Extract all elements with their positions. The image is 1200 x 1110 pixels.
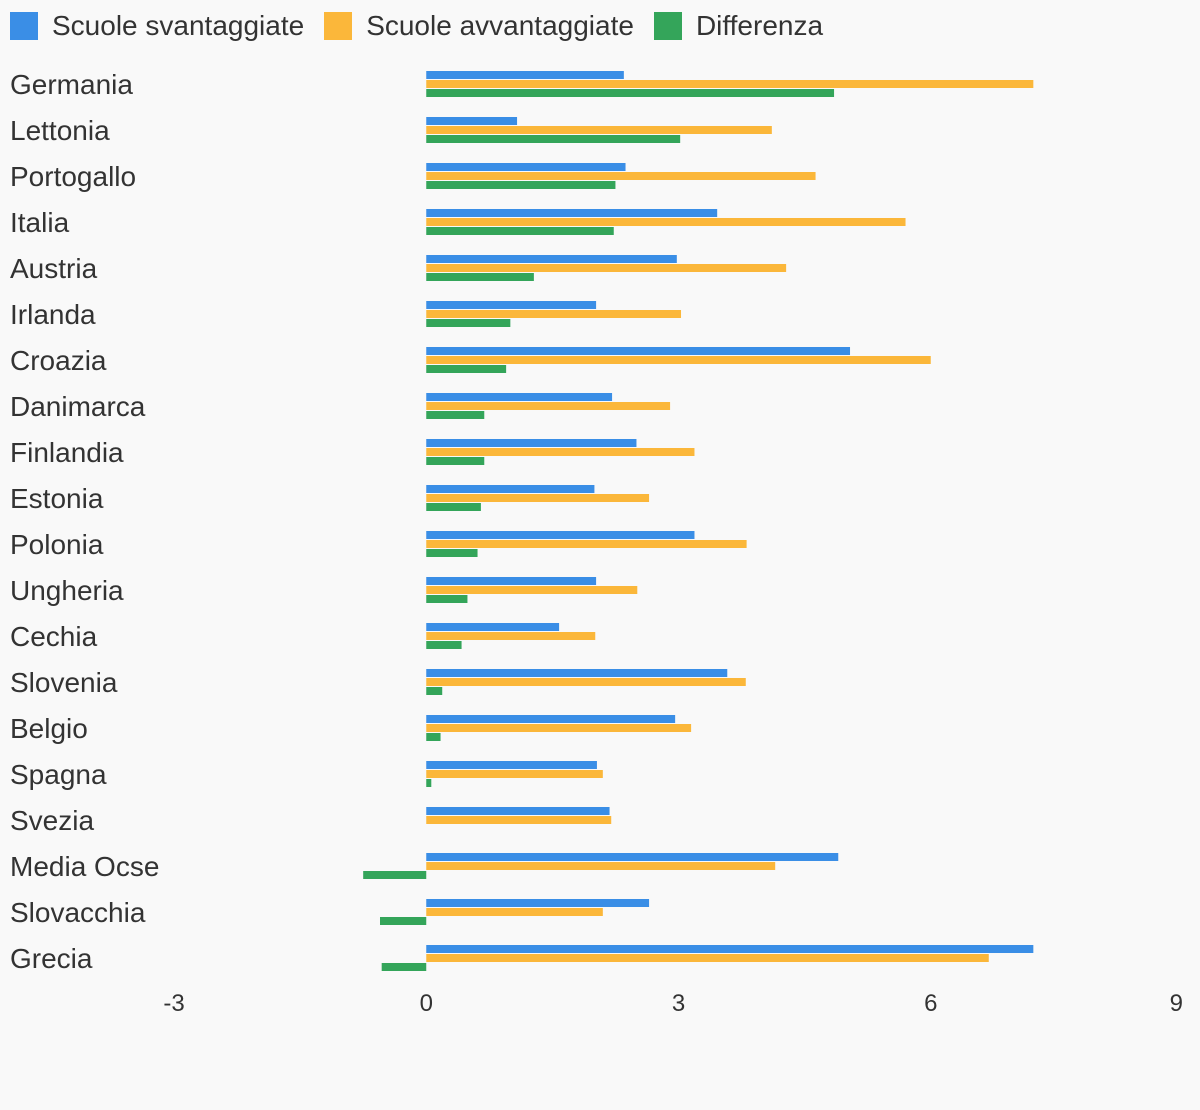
category-label-belgio: Belgio: [10, 713, 88, 744]
category-label-croazia: Croazia: [10, 345, 107, 376]
bar-scuole-avvantaggiate-grecia[interactable]: [426, 954, 989, 962]
bar-scuole-avvantaggiate-svezia[interactable]: [426, 816, 612, 824]
bar-differenza-finlandia[interactable]: [426, 457, 485, 465]
legend-item-differenza[interactable]: Differenza: [653, 8, 824, 44]
legend-label-scuole-svantaggiate: Scuole svantaggiate: [52, 10, 305, 41]
x-tick-label: 3: [672, 990, 685, 1017]
legend-label-scuole-avvantaggiate: Scuole avvantaggiate: [366, 10, 634, 41]
bar-scuole-svantaggiate-grecia[interactable]: [426, 945, 1034, 953]
category-label-irlanda: Irlanda: [10, 299, 96, 330]
legend-label-differenza: Differenza: [695, 10, 824, 41]
bar-scuole-avvantaggiate-portogallo[interactable]: [426, 172, 816, 180]
bar-scuole-svantaggiate-ungheria[interactable]: [426, 577, 597, 585]
category-label-austria: Austria: [10, 253, 98, 284]
category-label-italia: Italia: [10, 207, 70, 238]
bar-differenza-spagna[interactable]: [426, 779, 432, 787]
bar-scuole-svantaggiate-media-ocse[interactable]: [426, 853, 839, 861]
bar-differenza-germania[interactable]: [426, 89, 835, 97]
legend-item-scuole-avvantaggiate[interactable]: Scuole avvantaggiate: [324, 8, 634, 44]
bar-scuole-svantaggiate-spagna[interactable]: [426, 761, 597, 769]
category-label-media-ocse: Media Ocse: [10, 851, 159, 882]
bar-differenza-slovenia[interactable]: [426, 687, 443, 695]
bar-scuole-svantaggiate-lettonia[interactable]: [426, 117, 518, 125]
x-tick-label: -3: [163, 990, 184, 1017]
x-tick-label: 0: [420, 990, 433, 1017]
bar-scuole-avvantaggiate-estonia[interactable]: [426, 494, 650, 502]
bar-differenza-ungheria[interactable]: [426, 595, 468, 603]
bar-differenza-austria[interactable]: [426, 273, 534, 281]
bar-differenza-estonia[interactable]: [426, 503, 481, 511]
legend-swatch-scuole-svantaggiate: [10, 12, 38, 40]
category-label-slovacchia: Slovacchia: [10, 897, 146, 928]
category-label-lettonia: Lettonia: [10, 115, 110, 146]
bar-differenza-media-ocse[interactable]: [363, 871, 427, 879]
bar-differenza-belgio[interactable]: [426, 733, 441, 741]
bar-scuole-avvantaggiate-slovenia[interactable]: [426, 678, 746, 686]
category-label-grecia: Grecia: [10, 943, 93, 974]
bar-scuole-avvantaggiate-lettonia[interactable]: [426, 126, 772, 134]
category-label-danimarca: Danimarca: [10, 391, 146, 422]
bar-differenza-lettonia[interactable]: [426, 135, 681, 143]
bar-scuole-svantaggiate-slovacchia[interactable]: [426, 899, 650, 907]
bar-scuole-avvantaggiate-media-ocse[interactable]: [426, 862, 776, 870]
bar-scuole-svantaggiate-danimarca[interactable]: [426, 393, 613, 401]
bar-differenza-polonia[interactable]: [426, 549, 478, 557]
bar-scuole-avvantaggiate-danimarca[interactable]: [426, 402, 671, 410]
bar-scuole-svantaggiate-croazia[interactable]: [426, 347, 851, 355]
bar-scuole-svantaggiate-finlandia[interactable]: [426, 439, 637, 447]
category-label-germania: Germania: [10, 69, 133, 100]
legend-swatch-differenza: [653, 12, 682, 40]
x-tick-label: 9: [1170, 990, 1183, 1017]
bar-differenza-croazia[interactable]: [426, 365, 507, 373]
legend-swatch-scuole-avvantaggiate: [324, 12, 353, 40]
category-label-spagna: Spagna: [10, 759, 107, 790]
bar-scuole-avvantaggiate-austria[interactable]: [426, 264, 787, 272]
bar-scuole-svantaggiate-slovenia[interactable]: [426, 669, 728, 677]
bar-differenza-irlanda[interactable]: [426, 319, 511, 327]
bar-scuole-svantaggiate-svezia[interactable]: [426, 807, 610, 815]
bar-differenza-italia[interactable]: [426, 227, 614, 235]
category-label-finlandia: Finlandia: [10, 437, 124, 468]
legend-item-scuole-svantaggiate[interactable]: Scuole svantaggiate: [10, 8, 304, 44]
bar-scuole-avvantaggiate-cechia[interactable]: [426, 632, 596, 640]
bar-scuole-avvantaggiate-irlanda[interactable]: [426, 310, 682, 318]
bar-scuole-svantaggiate-belgio[interactable]: [426, 715, 676, 723]
category-label-estonia: Estonia: [10, 483, 104, 514]
category-label-polonia: Polonia: [10, 529, 104, 560]
bar-differenza-cechia[interactable]: [426, 641, 462, 649]
bar-scuole-svantaggiate-portogallo[interactable]: [426, 163, 626, 171]
bar-differenza-danimarca[interactable]: [426, 411, 485, 419]
bar-scuole-avvantaggiate-croazia[interactable]: [426, 356, 931, 364]
bar-scuole-svantaggiate-cechia[interactable]: [426, 623, 560, 631]
x-tick-label: 6: [924, 990, 937, 1017]
category-label-ungheria: Ungheria: [10, 575, 124, 606]
bar-differenza-slovacchia[interactable]: [380, 917, 427, 925]
legend: Scuole svantaggiate Scuole avvantaggiate…: [10, 8, 843, 44]
bar-scuole-svantaggiate-irlanda[interactable]: [426, 301, 597, 309]
bar-scuole-svantaggiate-polonia[interactable]: [426, 531, 695, 539]
bar-scuole-svantaggiate-estonia[interactable]: [426, 485, 595, 493]
bar-scuole-avvantaggiate-polonia[interactable]: [426, 540, 747, 548]
bar-scuole-avvantaggiate-germania[interactable]: [426, 80, 1034, 88]
bar-scuole-svantaggiate-austria[interactable]: [426, 255, 677, 263]
bar-scuole-avvantaggiate-ungheria[interactable]: [426, 586, 638, 594]
bar-scuole-avvantaggiate-spagna[interactable]: [426, 770, 603, 778]
bar-scuole-avvantaggiate-italia[interactable]: [426, 218, 906, 226]
bar-differenza-grecia[interactable]: [381, 963, 427, 971]
bar-differenza-portogallo[interactable]: [426, 181, 616, 189]
bar-scuole-svantaggiate-germania[interactable]: [426, 71, 624, 79]
category-label-cechia: Cechia: [10, 621, 98, 652]
bar-scuole-svantaggiate-italia[interactable]: [426, 209, 718, 217]
category-label-portogallo: Portogallo: [10, 161, 136, 192]
category-label-svezia: Svezia: [10, 805, 94, 836]
bar-scuole-avvantaggiate-finlandia[interactable]: [426, 448, 695, 456]
bar-scuole-avvantaggiate-slovacchia[interactable]: [426, 908, 603, 916]
bar-scuole-avvantaggiate-belgio[interactable]: [426, 724, 692, 732]
category-label-slovenia: Slovenia: [10, 667, 118, 698]
